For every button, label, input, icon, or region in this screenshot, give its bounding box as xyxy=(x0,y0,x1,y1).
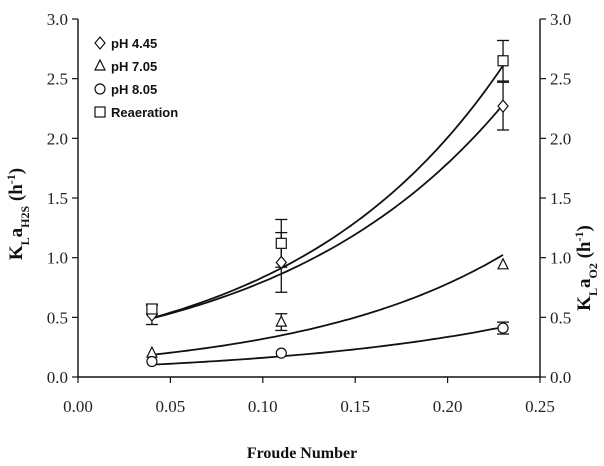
data-point-reaeration xyxy=(275,237,287,249)
y-tick-label-left: 0.5 xyxy=(47,308,68,327)
x-tick-label: 0.25 xyxy=(525,397,555,416)
legend-marker-ph-8-05 xyxy=(94,83,106,95)
legend-label-ph-4-45: pH 4.45 xyxy=(111,36,157,51)
x-tick-label: 0.20 xyxy=(433,397,463,416)
x-tick-label: 0.05 xyxy=(156,397,186,416)
y-axis-title-right: KLaO2 (h-1) xyxy=(572,225,600,311)
y-tick-label-right: 0.5 xyxy=(550,308,571,327)
fit-curve-ph-8-05 xyxy=(151,326,504,366)
fit-curve-ph-7-05 xyxy=(151,254,504,356)
legend-label-reaeration: Reaeration xyxy=(111,105,178,120)
legend-label-ph-7-05: pH 7.05 xyxy=(111,59,157,74)
y-tick-label-left: 1.5 xyxy=(47,189,68,208)
y-tick-label-left: 1.0 xyxy=(47,249,68,268)
x-tick-label: 0.10 xyxy=(248,397,278,416)
legend-marker-ph-4-45 xyxy=(94,36,106,50)
y-tick-label-right: 0.0 xyxy=(550,368,571,387)
x-axis-title: Froude Number xyxy=(247,445,357,462)
y-axis-title-left: KLaH2S (h-1) xyxy=(4,168,32,260)
tick-marks xyxy=(72,18,546,383)
data-point-ph-4-45 xyxy=(497,99,509,114)
legend-label-ph-8-05: pH 8.05 xyxy=(111,82,157,97)
y-tick-label-right: 3.0 xyxy=(550,10,571,29)
legend: pH 4.45 pH 7.05 pH 8.05 Reaeration xyxy=(94,36,178,120)
y-tick-label-left: 2.0 xyxy=(47,129,68,148)
x-tick-label: 0.15 xyxy=(340,397,370,416)
data-point-reaeration xyxy=(146,303,158,315)
legend-marker-ph-7-05 xyxy=(94,58,106,71)
fit-curves xyxy=(151,65,504,366)
data-point-ph-7-05 xyxy=(497,257,510,270)
data-point-ph-4-45 xyxy=(275,255,288,270)
y-tick-label-right: 2.5 xyxy=(550,70,571,89)
data-point-ph-8-05 xyxy=(146,355,158,368)
y-tick-label-right: 2.0 xyxy=(550,129,571,148)
y-tick-label-left: 2.5 xyxy=(47,70,68,89)
data-point-ph-8-05 xyxy=(275,347,287,359)
y-tick-label-right: 1.5 xyxy=(550,189,571,208)
fit-curve-reaeration xyxy=(151,65,504,319)
y-tick-label-left: 0.0 xyxy=(47,368,68,387)
y-tick-label-left: 3.0 xyxy=(47,10,68,29)
legend-marker-reaeration xyxy=(94,106,106,118)
data-markers xyxy=(145,55,510,368)
data-point-reaeration xyxy=(497,55,509,67)
data-point-ph-8-05 xyxy=(497,322,509,334)
x-tick-label: 0.00 xyxy=(63,397,93,416)
data-point-ph-7-05 xyxy=(145,345,158,358)
fit-curve-ph-4-45 xyxy=(151,104,504,320)
error-bars xyxy=(145,39,510,335)
data-point-ph-7-05 xyxy=(275,314,288,327)
tick-labels: 0.00 0.05 0.10 0.15 0.20 0.25 0.0 0.0 0.5 0.5 1.0 1… xyxy=(47,10,572,416)
y-tick-label-right: 1.0 xyxy=(550,249,571,268)
